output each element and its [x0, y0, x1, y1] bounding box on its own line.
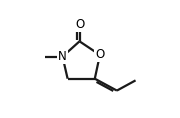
Text: O: O: [75, 18, 84, 31]
Text: O: O: [95, 48, 105, 61]
Text: N: N: [58, 50, 67, 63]
